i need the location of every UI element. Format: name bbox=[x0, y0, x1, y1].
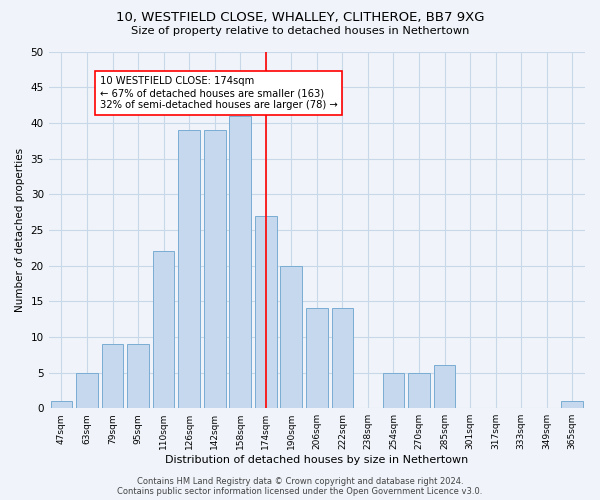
Bar bbox=[178, 130, 200, 408]
Bar bbox=[204, 130, 226, 408]
Bar bbox=[127, 344, 149, 408]
Bar bbox=[50, 401, 72, 408]
Text: Contains HM Land Registry data © Crown copyright and database right 2024.
Contai: Contains HM Land Registry data © Crown c… bbox=[118, 476, 482, 496]
Bar bbox=[255, 216, 277, 408]
X-axis label: Distribution of detached houses by size in Nethertown: Distribution of detached houses by size … bbox=[165, 455, 469, 465]
Bar bbox=[306, 308, 328, 408]
Bar bbox=[332, 308, 353, 408]
Text: 10 WESTFIELD CLOSE: 174sqm
← 67% of detached houses are smaller (163)
32% of sem: 10 WESTFIELD CLOSE: 174sqm ← 67% of deta… bbox=[100, 76, 337, 110]
Text: Size of property relative to detached houses in Nethertown: Size of property relative to detached ho… bbox=[131, 26, 469, 36]
Bar bbox=[383, 372, 404, 408]
Bar bbox=[408, 372, 430, 408]
Text: 10, WESTFIELD CLOSE, WHALLEY, CLITHEROE, BB7 9XG: 10, WESTFIELD CLOSE, WHALLEY, CLITHEROE,… bbox=[116, 11, 484, 24]
Bar bbox=[562, 401, 583, 408]
Y-axis label: Number of detached properties: Number of detached properties bbox=[15, 148, 25, 312]
Bar bbox=[76, 372, 98, 408]
Bar bbox=[153, 252, 175, 408]
Bar bbox=[229, 116, 251, 408]
Bar bbox=[101, 344, 124, 408]
Bar bbox=[434, 366, 455, 408]
Bar bbox=[280, 266, 302, 408]
